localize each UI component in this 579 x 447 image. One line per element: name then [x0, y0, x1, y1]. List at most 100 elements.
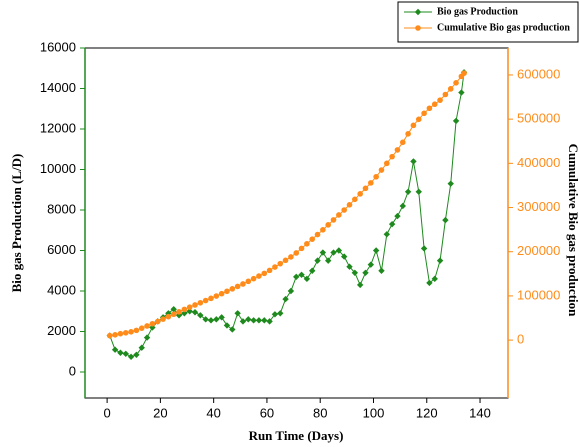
- data-point: [223, 322, 231, 329]
- data-point: [143, 334, 151, 341]
- data-point: [282, 257, 289, 264]
- data-point: [293, 250, 300, 256]
- data-point: [133, 327, 140, 334]
- data-point: [293, 273, 300, 281]
- data-point: [399, 139, 406, 146]
- data-point: [191, 309, 199, 316]
- data-point: [138, 344, 145, 351]
- data-point: [341, 207, 347, 213]
- data-point: [245, 278, 252, 285]
- data-point: [127, 353, 135, 361]
- y-tick-label: 0: [69, 363, 76, 378]
- y-tick-label: 8000: [47, 201, 76, 216]
- data-point: [319, 249, 327, 256]
- data-point: [309, 267, 316, 274]
- data-point: [192, 302, 198, 308]
- data-point: [452, 117, 460, 125]
- data-point: [298, 271, 305, 278]
- data-point: [266, 267, 273, 274]
- data-point: [170, 306, 177, 313]
- series-line: [109, 72, 465, 358]
- data-point: [330, 217, 337, 223]
- data-point: [415, 116, 422, 123]
- y-tick-label: 16000: [40, 39, 76, 54]
- data-point: [330, 249, 337, 256]
- data-point: [335, 247, 343, 254]
- x-axis-label: Run Time (Days): [249, 428, 344, 443]
- x-tick-label: 60: [260, 405, 274, 420]
- data-point: [373, 173, 379, 180]
- data-point: [314, 257, 321, 264]
- data-point: [186, 308, 193, 315]
- data-point: [426, 279, 433, 287]
- data-point: [122, 350, 129, 357]
- data-point: [229, 326, 236, 333]
- data-point: [431, 275, 438, 283]
- data-point: [437, 97, 443, 103]
- data-point: [250, 317, 257, 324]
- y-tick-label: 10000: [40, 161, 76, 176]
- x-tick-label: 100: [363, 405, 385, 420]
- data-point: [351, 269, 359, 276]
- data-point: [426, 105, 433, 112]
- data-point: [170, 311, 177, 318]
- x-tick-label: 0: [103, 405, 110, 420]
- data-point: [325, 222, 331, 228]
- data-point: [165, 313, 172, 320]
- legend-label: Bio gas Production: [437, 6, 518, 17]
- data-point: [245, 316, 252, 323]
- data-point: [218, 290, 225, 297]
- x-tick-label: 20: [153, 405, 167, 420]
- data-point: [298, 245, 305, 252]
- data-point: [240, 281, 246, 287]
- y-tick-label: 12000: [40, 120, 76, 135]
- data-point: [447, 86, 454, 92]
- legend-marker: [414, 8, 422, 16]
- y-tick-label: 6000: [47, 242, 76, 257]
- data-point: [202, 316, 209, 323]
- data-point: [271, 311, 279, 318]
- y-tick-label: 4000: [47, 282, 76, 297]
- y2-tick-label: 400000: [517, 155, 560, 170]
- data-point: [447, 180, 454, 187]
- legend-label: Cumulative Bio gas production: [437, 22, 570, 33]
- data-point: [405, 131, 411, 137]
- data-point: [383, 231, 391, 238]
- data-point: [218, 314, 225, 321]
- data-point: [394, 147, 401, 153]
- data-point: [436, 257, 444, 264]
- data-point: [224, 288, 230, 295]
- data-point: [399, 202, 406, 210]
- data-point: [202, 297, 209, 304]
- data-point: [415, 188, 422, 195]
- x-tick-label: 40: [206, 405, 220, 420]
- data-point: [122, 330, 129, 336]
- data-point: [410, 122, 417, 129]
- legend-box: [397, 1, 579, 43]
- y2-tick-label: 500000: [517, 111, 560, 126]
- x-tick-label: 140: [469, 405, 491, 420]
- data-point: [181, 306, 188, 313]
- data-point: [314, 231, 321, 238]
- data-point: [255, 317, 263, 324]
- data-point: [261, 270, 268, 277]
- data-point: [378, 267, 385, 274]
- data-point: [207, 317, 215, 324]
- data-point: [356, 281, 364, 289]
- data-point: [367, 261, 375, 268]
- data-point: [117, 349, 124, 356]
- y-tick-label: 14000: [40, 80, 76, 95]
- data-point: [277, 310, 284, 317]
- y2-tick-label: 0: [517, 332, 524, 347]
- data-point: [384, 160, 390, 167]
- data-point: [309, 236, 316, 242]
- y-tick-label: 2000: [47, 323, 76, 338]
- data-point: [144, 323, 150, 329]
- data-point: [117, 330, 124, 337]
- data-point: [372, 247, 380, 254]
- data-point: [106, 332, 113, 339]
- data-point: [154, 318, 161, 325]
- data-point: [431, 101, 438, 108]
- data-point: [304, 240, 310, 247]
